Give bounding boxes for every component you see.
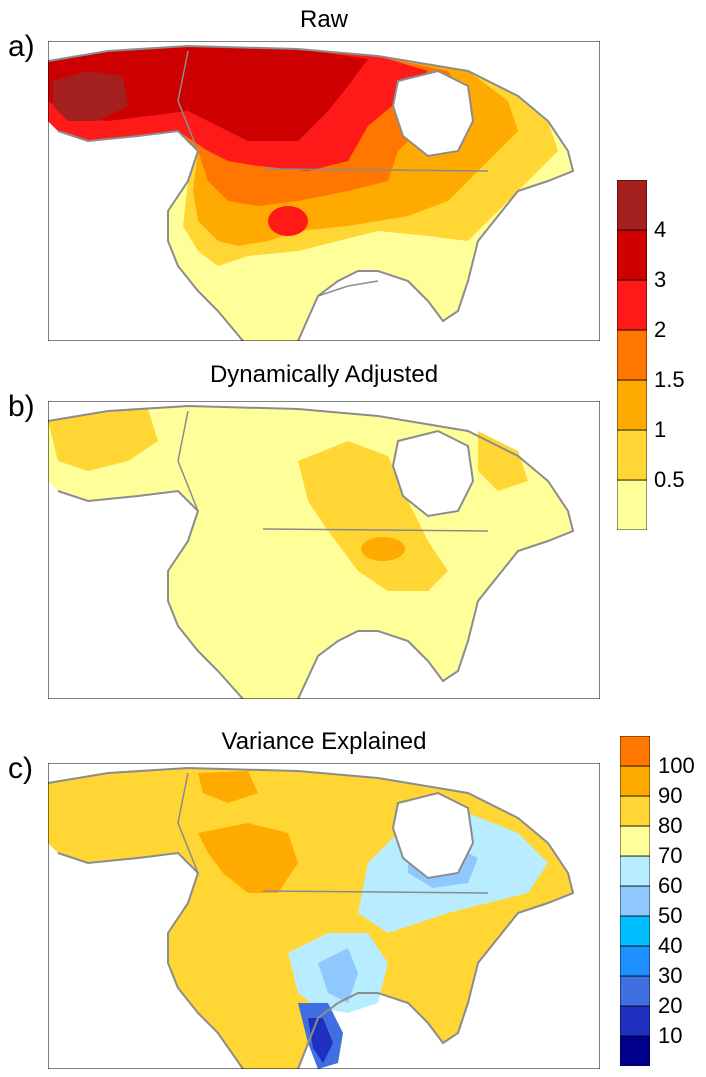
- panel-b-letter: b): [8, 390, 35, 423]
- colorbar-top-label: 4: [654, 217, 667, 242]
- colorbar-bottom-swatch: [619, 765, 651, 797]
- colorbar-top-label: 3: [654, 267, 667, 292]
- colorbar-top-swatch: [616, 429, 648, 481]
- colorbar-bottom-swatch: [619, 1005, 651, 1037]
- colorbar-bottom-swatch: [619, 885, 651, 917]
- colorbar-top-label: 1: [654, 417, 667, 442]
- colorbar-bottom-swatch: [619, 915, 651, 947]
- colorbar-bottom-swatch: [619, 945, 651, 977]
- colorbar-bottom-label: 90: [658, 783, 683, 808]
- colorbar-bottom-swatch: [619, 735, 651, 767]
- colorbar-top-swatch: [616, 329, 648, 381]
- panel-b-title: Dynamically Adjusted: [209, 361, 439, 388]
- colorbar-top-label: 0.5: [654, 467, 685, 492]
- colorbar-top: [616, 179, 648, 535]
- colorbar-bottom-label: 80: [658, 813, 683, 838]
- colorbar-bottom-label: 100: [658, 753, 695, 778]
- colorbar-top-swatch: [616, 379, 648, 431]
- colorbar-bottom-swatch: [619, 825, 651, 857]
- colorbar-top-swatch: [616, 279, 648, 331]
- colorbar-bottom-label: 40: [658, 933, 683, 958]
- colorbar-top-swatch: [616, 229, 648, 281]
- colorbar-top-swatch: [616, 479, 648, 531]
- panel-a-letter: a): [8, 30, 35, 63]
- colorbar-top-swatch: [616, 179, 648, 231]
- colorbar-bottom-swatch: [619, 975, 651, 1007]
- colorbar-bottom-swatch: [619, 795, 651, 827]
- colorbar-bottom-swatches: [619, 735, 651, 1067]
- panel-a-map: [48, 41, 600, 341]
- colorbar-top-label: 2: [654, 317, 667, 342]
- panel-c-map: [48, 763, 600, 1069]
- colorbar-top-swatches: [616, 179, 648, 531]
- panel-b-map: [48, 401, 600, 699]
- panel-c-letter: c): [8, 752, 33, 785]
- colorbar-bottom-label: 30: [658, 963, 683, 988]
- colorbar-bottom: [619, 735, 651, 1071]
- panel-c-title: Variance Explained: [221, 728, 427, 755]
- colorbar-bottom-label: 70: [658, 843, 683, 868]
- colorbar-bottom-label: 60: [658, 873, 683, 898]
- panel-a-title: Raw: [299, 6, 348, 33]
- colorbar-bottom-swatch: [619, 1035, 651, 1067]
- colorbar-top-label: 1.5: [654, 367, 685, 392]
- colorbar-bottom-label: 10: [658, 1023, 683, 1048]
- colorbar-bottom-label: 50: [658, 903, 683, 928]
- colorbar-bottom-label: 20: [658, 993, 683, 1018]
- colorbar-bottom-swatch: [619, 855, 651, 887]
